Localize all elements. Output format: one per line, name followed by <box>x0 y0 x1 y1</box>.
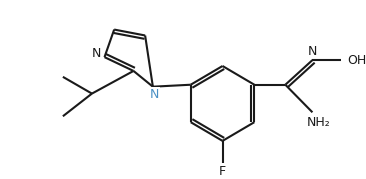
Text: NH₂: NH₂ <box>306 116 330 129</box>
Text: OH: OH <box>347 54 366 67</box>
Text: N: N <box>92 47 101 60</box>
Text: F: F <box>219 165 226 178</box>
Text: N: N <box>308 45 317 58</box>
Text: N: N <box>150 88 160 101</box>
